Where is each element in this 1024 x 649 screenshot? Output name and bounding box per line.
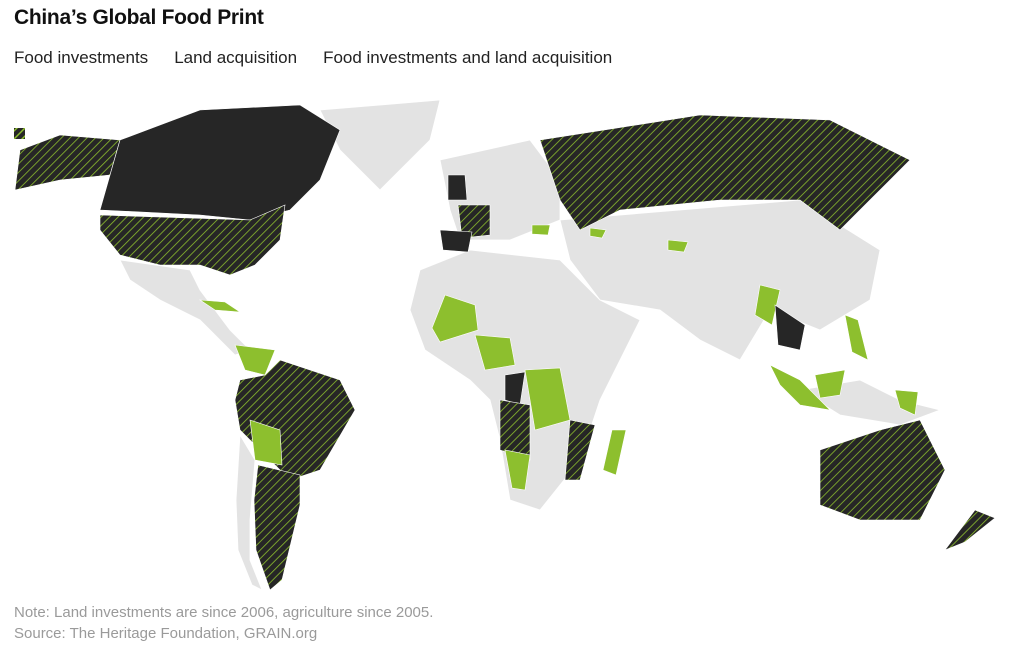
myanmar <box>754 284 781 326</box>
legend-swatch <box>14 128 25 139</box>
mozambique <box>564 419 596 481</box>
usa <box>99 204 286 276</box>
legend-item: Food investments <box>14 48 149 139</box>
title: China’s Global Food Print <box>14 6 264 29</box>
note-line: Source: The Heritage Foundation, GRAIN.o… <box>14 625 318 642</box>
mali <box>431 294 479 343</box>
notes: Note: Land investments are since 2006, a… <box>14 602 433 644</box>
georgia <box>589 227 607 239</box>
legend-item: Land acquisition <box>14 48 298 139</box>
cuba <box>198 299 242 313</box>
papua <box>894 389 919 416</box>
world-map <box>14 99 996 591</box>
indonesia <box>769 364 831 411</box>
tajikistan <box>667 239 689 253</box>
legend-label: Land acquisition <box>174 48 298 67</box>
france <box>457 204 491 239</box>
australia <box>819 419 946 521</box>
new-zealand <box>944 509 996 551</box>
thailand <box>774 304 806 351</box>
legend-label: Food investments and land acquisition <box>323 48 613 67</box>
angola <box>499 399 531 461</box>
nigeria-chad <box>474 334 516 371</box>
legend-label: Food investments <box>14 48 149 67</box>
bolivia <box>249 419 283 466</box>
countries <box>14 104 996 591</box>
canada <box>99 104 341 221</box>
argentina <box>253 464 301 591</box>
russia <box>539 114 911 231</box>
alaska <box>14 134 121 191</box>
uk <box>447 174 468 201</box>
legend: Food investments Land acquisition Food inv… <box>14 48 613 139</box>
venezuela <box>234 344 276 376</box>
namibia <box>504 449 531 491</box>
madagascar <box>602 429 627 476</box>
spain <box>439 229 473 253</box>
legend-item: Food investments and land acquisition <box>14 48 613 139</box>
philippines <box>844 314 869 361</box>
bulgaria <box>531 224 551 236</box>
note-line: Note: Land investments are since 2006, a… <box>14 604 434 621</box>
borneo <box>814 369 846 399</box>
